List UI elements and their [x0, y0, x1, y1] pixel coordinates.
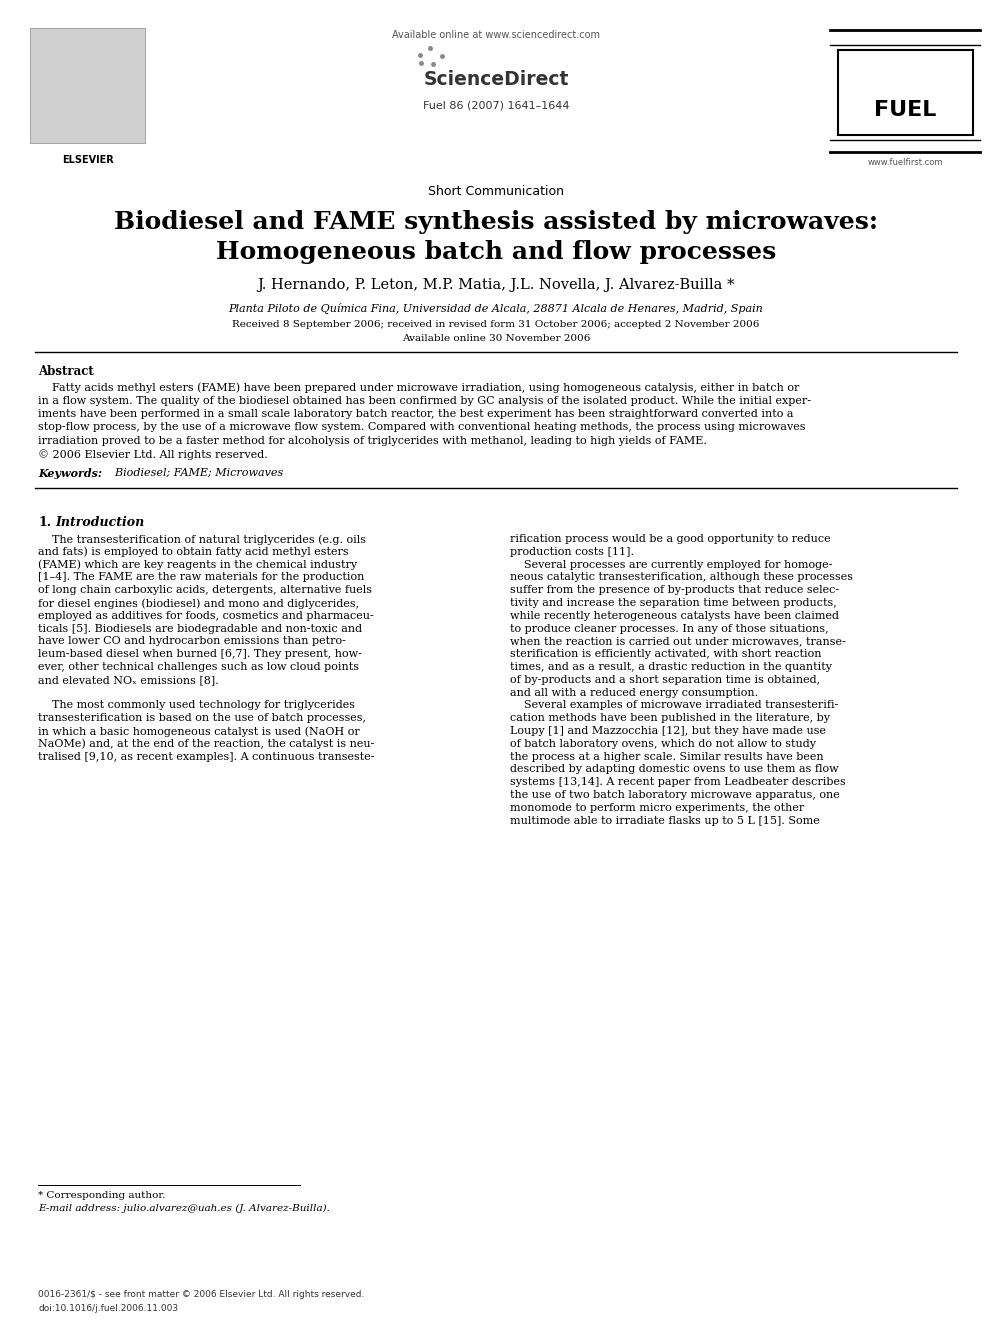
- Text: [1–4]. The FAME are the raw materials for the production: [1–4]. The FAME are the raw materials fo…: [38, 573, 364, 582]
- Text: ELSEVIER: ELSEVIER: [62, 155, 114, 165]
- Text: times, and as a result, a drastic reduction in the quantity: times, and as a result, a drastic reduct…: [510, 662, 832, 672]
- Text: Homogeneous batch and flow processes: Homogeneous batch and flow processes: [216, 239, 776, 265]
- Bar: [30, 28, 145, 143]
- Text: ScienceDirect: ScienceDirect: [424, 70, 568, 89]
- Text: tralised [9,10, as recent examples]. A continuous transeste-: tralised [9,10, as recent examples]. A c…: [38, 751, 375, 762]
- Text: for diesel engines (biodiesel) and mono and diglycerides,: for diesel engines (biodiesel) and mono …: [38, 598, 359, 609]
- Text: multimode able to irradiate flasks up to 5 L [15]. Some: multimode able to irradiate flasks up to…: [510, 815, 819, 826]
- Text: have lower CO and hydrocarbon emissions than petro-: have lower CO and hydrocarbon emissions …: [38, 636, 346, 647]
- Text: Several examples of microwave irradiated transesterifi-: Several examples of microwave irradiated…: [510, 700, 838, 710]
- Text: Loupy [1] and Mazzocchia [12], but they have made use: Loupy [1] and Mazzocchia [12], but they …: [510, 726, 826, 736]
- Text: J. Hernando, P. Leton, M.P. Matia, J.L. Novella, J. Alvarez-Builla *: J. Hernando, P. Leton, M.P. Matia, J.L. …: [257, 278, 735, 292]
- Text: The transesterification of natural triglycerides (e.g. oils: The transesterification of natural trigl…: [38, 534, 366, 545]
- Text: Biodiesel; FAME; Microwaves: Biodiesel; FAME; Microwaves: [108, 468, 284, 478]
- Text: ever, other technical challenges such as low cloud points: ever, other technical challenges such as…: [38, 662, 359, 672]
- Text: (FAME) which are key reagents in the chemical industry: (FAME) which are key reagents in the che…: [38, 560, 357, 570]
- Text: Short Communication: Short Communication: [428, 185, 564, 198]
- Text: * Corresponding author.: * Corresponding author.: [38, 1191, 166, 1200]
- Text: Available online 30 November 2006: Available online 30 November 2006: [402, 333, 590, 343]
- Text: transesterification is based on the use of batch processes,: transesterification is based on the use …: [38, 713, 366, 724]
- Text: Abstract: Abstract: [38, 365, 94, 378]
- Text: FUEL: FUEL: [874, 101, 936, 120]
- Text: Fuel 86 (2007) 1641–1644: Fuel 86 (2007) 1641–1644: [423, 101, 569, 110]
- Text: when the reaction is carried out under microwaves, transe-: when the reaction is carried out under m…: [510, 636, 846, 647]
- Text: Available online at www.sciencedirect.com: Available online at www.sciencedirect.co…: [392, 30, 600, 40]
- Text: Introduction: Introduction: [55, 516, 144, 529]
- Text: the process at a higher scale. Similar results have been: the process at a higher scale. Similar r…: [510, 751, 823, 762]
- Text: The most commonly used technology for triglycerides: The most commonly used technology for tr…: [38, 700, 355, 710]
- Text: tivity and increase the separation time between products,: tivity and increase the separation time …: [510, 598, 836, 609]
- Text: monomode to perform micro experiments, the other: monomode to perform micro experiments, t…: [510, 803, 805, 812]
- Text: in which a basic homogeneous catalyst is used (NaOH or: in which a basic homogeneous catalyst is…: [38, 726, 360, 737]
- Text: © 2006 Elsevier Ltd. All rights reserved.: © 2006 Elsevier Ltd. All rights reserved…: [38, 450, 268, 460]
- Text: ticals [5]. Biodiesels are biodegradable and non-toxic and: ticals [5]. Biodiesels are biodegradable…: [38, 623, 362, 634]
- Text: irradiation proved to be a faster method for alcoholysis of triglycerides with m: irradiation proved to be a faster method…: [38, 437, 707, 446]
- Text: of long chain carboxylic acids, detergents, alternative fuels: of long chain carboxylic acids, detergen…: [38, 585, 372, 595]
- Text: leum-based diesel when burned [6,7]. They present, how-: leum-based diesel when burned [6,7]. The…: [38, 650, 362, 659]
- Text: and fats) is employed to obtain fatty acid methyl esters: and fats) is employed to obtain fatty ac…: [38, 546, 348, 557]
- Text: Planta Piloto de Química Fina, Universidad de Alcala, 28871 Alcala de Henares, M: Planta Piloto de Química Fina, Universid…: [228, 303, 764, 314]
- Text: E-mail address: julio.alvarez@uah.es (J. Alvarez-Builla).: E-mail address: julio.alvarez@uah.es (J.…: [38, 1204, 330, 1213]
- Text: the use of two batch laboratory microwave apparatus, one: the use of two batch laboratory microwav…: [510, 790, 840, 800]
- Text: and all with a reduced energy consumption.: and all with a reduced energy consumptio…: [510, 688, 758, 697]
- Text: rification process would be a good opportunity to reduce: rification process would be a good oppor…: [510, 534, 830, 544]
- Text: www.fuelfirst.com: www.fuelfirst.com: [867, 157, 942, 167]
- Text: described by adapting domestic ovens to use them as flow: described by adapting domestic ovens to …: [510, 765, 838, 774]
- Text: 1.: 1.: [38, 516, 52, 529]
- Text: to produce cleaner processes. In any of those situations,: to produce cleaner processes. In any of …: [510, 623, 828, 634]
- Text: suffer from the presence of by-products that reduce selec-: suffer from the presence of by-products …: [510, 585, 839, 595]
- Text: in a flow system. The quality of the biodiesel obtained has been confirmed by GC: in a flow system. The quality of the bio…: [38, 396, 811, 406]
- Text: stop-flow process, by the use of a microwave flow system. Compared with conventi: stop-flow process, by the use of a micro…: [38, 422, 806, 433]
- Text: iments have been performed in a small scale laboratory batch reactor, the best e: iments have been performed in a small sc…: [38, 409, 794, 419]
- Bar: [838, 50, 973, 135]
- Text: employed as additives for foods, cosmetics and pharmaceu-: employed as additives for foods, cosmeti…: [38, 611, 374, 620]
- Text: Several processes are currently employed for homoge-: Several processes are currently employed…: [510, 560, 832, 570]
- Text: doi:10.1016/j.fuel.2006.11.003: doi:10.1016/j.fuel.2006.11.003: [38, 1304, 179, 1312]
- Text: while recently heterogeneous catalysts have been claimed: while recently heterogeneous catalysts h…: [510, 611, 839, 620]
- Text: of by-products and a short separation time is obtained,: of by-products and a short separation ti…: [510, 675, 820, 685]
- Text: Keywords:: Keywords:: [38, 468, 102, 479]
- Text: sterification is efficiently activated, with short reaction: sterification is efficiently activated, …: [510, 650, 821, 659]
- Text: and elevated NOₓ emissions [8].: and elevated NOₓ emissions [8].: [38, 675, 219, 685]
- Text: NaOMe) and, at the end of the reaction, the catalyst is neu-: NaOMe) and, at the end of the reaction, …: [38, 738, 374, 749]
- Text: neous catalytic transesterification, although these processes: neous catalytic transesterification, alt…: [510, 573, 853, 582]
- Text: 0016-2361/$ - see front matter © 2006 Elsevier Ltd. All rights reserved.: 0016-2361/$ - see front matter © 2006 El…: [38, 1290, 364, 1299]
- Text: Biodiesel and FAME synthesis assisted by microwaves:: Biodiesel and FAME synthesis assisted by…: [114, 210, 878, 234]
- Text: production costs [11].: production costs [11].: [510, 546, 634, 557]
- Text: systems [13,14]. A recent paper from Leadbeater describes: systems [13,14]. A recent paper from Lea…: [510, 777, 846, 787]
- Text: Fatty acids methyl esters (FAME) have been prepared under microwave irradiation,: Fatty acids methyl esters (FAME) have be…: [38, 382, 800, 393]
- Text: of batch laboratory ovens, which do not allow to study: of batch laboratory ovens, which do not …: [510, 738, 816, 749]
- Text: Received 8 September 2006; received in revised form 31 October 2006; accepted 2 : Received 8 September 2006; received in r…: [232, 320, 760, 329]
- Text: cation methods have been published in the literature, by: cation methods have been published in th…: [510, 713, 830, 724]
